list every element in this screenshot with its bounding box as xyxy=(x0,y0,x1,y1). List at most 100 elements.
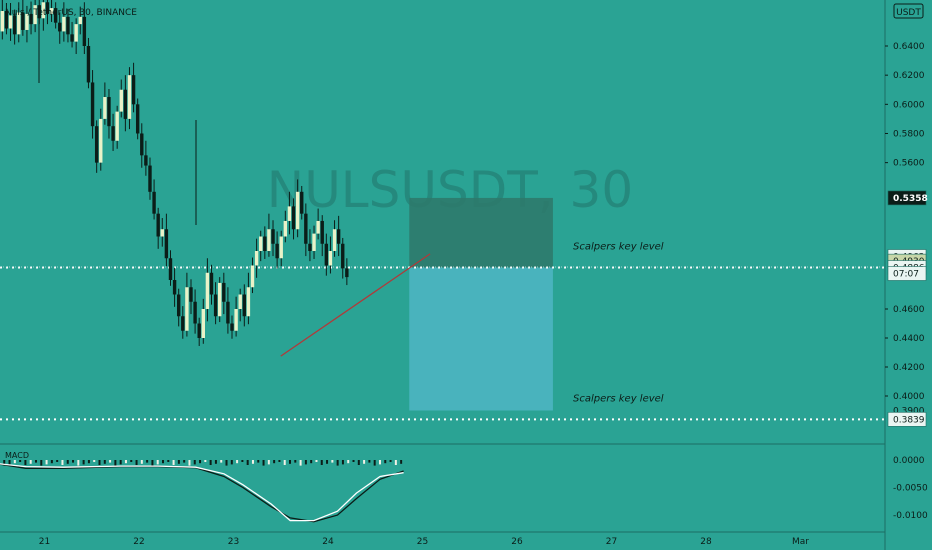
candle[interactable] xyxy=(234,296,238,337)
candle[interactable] xyxy=(17,2,21,43)
candle-body xyxy=(58,22,62,32)
candle[interactable] xyxy=(107,89,111,139)
candle[interactable] xyxy=(66,8,70,43)
candle[interactable] xyxy=(230,315,234,339)
x-tick-label: 22 xyxy=(133,537,144,547)
candle[interactable] xyxy=(341,237,345,279)
candle[interactable] xyxy=(287,191,292,235)
candle[interactable] xyxy=(123,75,128,132)
candle[interactable] xyxy=(33,0,37,33)
candle[interactable] xyxy=(115,105,119,149)
candle[interactable] xyxy=(222,272,226,315)
candle[interactable] xyxy=(49,0,54,22)
candle[interactable] xyxy=(25,5,29,43)
candle[interactable] xyxy=(168,250,173,286)
candle[interactable] xyxy=(189,279,193,315)
candle[interactable] xyxy=(201,298,205,344)
macd-series-line[interactable] xyxy=(0,461,404,522)
candle[interactable] xyxy=(176,288,181,327)
candle[interactable] xyxy=(181,306,185,339)
currency-badge[interactable] xyxy=(893,3,924,19)
candle[interactable] xyxy=(328,236,333,274)
candle[interactable] xyxy=(144,140,148,176)
candle[interactable] xyxy=(8,2,13,41)
candle[interactable] xyxy=(267,213,271,257)
candle[interactable] xyxy=(238,288,242,322)
candle[interactable] xyxy=(0,0,5,40)
candle[interactable] xyxy=(291,198,296,240)
candle[interactable] xyxy=(304,203,308,257)
candle[interactable] xyxy=(242,284,247,327)
candle[interactable] xyxy=(82,2,87,55)
candle[interactable] xyxy=(193,289,197,334)
candle[interactable] xyxy=(312,225,316,259)
candle[interactable] xyxy=(131,62,136,113)
candle[interactable] xyxy=(246,272,251,325)
candle[interactable] xyxy=(21,0,25,36)
candle[interactable] xyxy=(275,231,279,269)
candle[interactable] xyxy=(111,113,115,151)
trendline[interactable] xyxy=(280,253,431,357)
candle[interactable] xyxy=(259,230,263,262)
candle[interactable] xyxy=(140,123,144,168)
macd-series-line[interactable] xyxy=(0,460,404,523)
candle[interactable] xyxy=(62,2,66,42)
candle-body xyxy=(148,165,152,192)
candle[interactable] xyxy=(172,267,177,307)
candle[interactable] xyxy=(320,215,324,257)
candle[interactable] xyxy=(205,258,210,322)
candle[interactable] xyxy=(226,287,230,334)
candle[interactable] xyxy=(4,2,9,35)
candle[interactable] xyxy=(279,230,283,267)
candle[interactable] xyxy=(250,257,255,294)
candle[interactable] xyxy=(271,220,275,257)
candle[interactable] xyxy=(283,210,288,243)
candle[interactable] xyxy=(197,317,201,346)
candle[interactable] xyxy=(254,238,259,278)
candle[interactable] xyxy=(160,218,164,247)
candle-body xyxy=(185,287,189,331)
candle[interactable] xyxy=(70,21,74,48)
candle[interactable] xyxy=(316,208,320,240)
candle[interactable] xyxy=(103,82,107,125)
candle[interactable] xyxy=(324,233,329,276)
candle[interactable] xyxy=(90,70,95,139)
candle[interactable] xyxy=(218,277,222,323)
candle[interactable] xyxy=(135,98,140,140)
candle[interactable] xyxy=(336,215,341,257)
price-label-box xyxy=(887,412,927,427)
candle[interactable] xyxy=(53,2,58,29)
candle[interactable] xyxy=(263,226,267,259)
macd-histogram-bar xyxy=(294,460,297,463)
candle[interactable] xyxy=(41,0,46,31)
candle[interactable] xyxy=(119,79,123,118)
candle[interactable] xyxy=(94,120,99,173)
candle[interactable] xyxy=(74,18,78,55)
candle[interactable] xyxy=(99,108,103,171)
candle[interactable] xyxy=(78,6,82,35)
candle[interactable] xyxy=(185,272,189,337)
take-profit-zone[interactable] xyxy=(409,267,553,411)
candle[interactable] xyxy=(164,213,169,267)
candle[interactable] xyxy=(213,282,218,325)
candle[interactable] xyxy=(29,1,33,35)
candle[interactable] xyxy=(308,229,312,262)
candle[interactable] xyxy=(148,157,152,200)
candle[interactable] xyxy=(45,0,50,25)
candle[interactable] xyxy=(345,258,349,286)
candle[interactable] xyxy=(209,264,214,305)
candle[interactable] xyxy=(127,67,132,130)
candle[interactable] xyxy=(300,185,304,220)
candle[interactable] xyxy=(86,37,91,89)
candle[interactable] xyxy=(156,207,160,249)
candle-body xyxy=(332,229,337,251)
macd-histogram-bar xyxy=(177,460,180,464)
candle-body xyxy=(62,16,66,32)
candle[interactable] xyxy=(12,9,17,45)
stop-loss-zone[interactable] xyxy=(409,197,553,268)
candle[interactable] xyxy=(152,179,156,220)
candle[interactable] xyxy=(332,220,337,257)
candle[interactable] xyxy=(295,179,300,238)
candle[interactable] xyxy=(58,12,62,44)
